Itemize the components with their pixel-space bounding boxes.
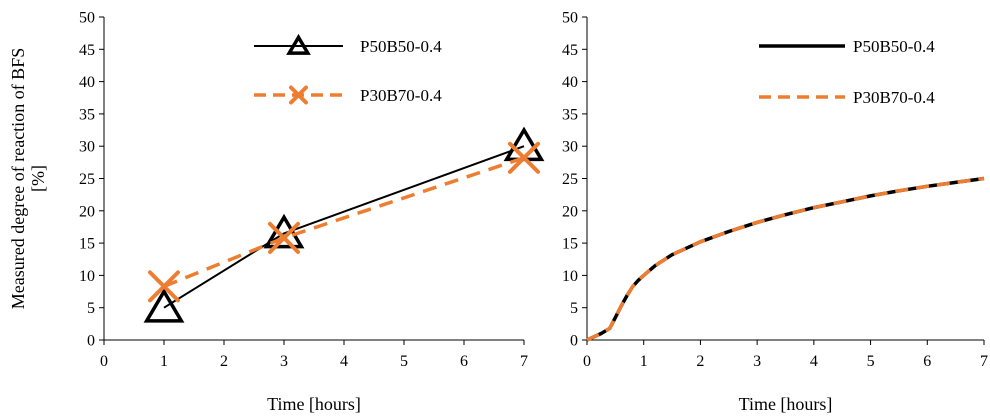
y-tick-label: 25 — [79, 171, 95, 188]
y-tick-label: 45 — [79, 42, 95, 59]
legend-entry: P50B50-0.4 — [254, 33, 442, 56]
x-tick-label: 1 — [160, 353, 168, 370]
legend: P50B50-0.4 P30B70-0.4 — [759, 37, 935, 107]
x-marker — [268, 221, 300, 254]
y-tick-label: 20 — [79, 203, 95, 220]
x-tick-label: 3 — [280, 353, 288, 370]
y-tick-label: 0 — [87, 333, 95, 350]
x-tick-label: 3 — [753, 353, 761, 370]
y-tick-label: 15 — [79, 236, 95, 253]
x-tick-label: 2 — [220, 353, 228, 370]
y-tick-label: 50 — [562, 10, 578, 27]
y-tick-label: 5 — [570, 300, 578, 317]
legend-label: P50B50-0.4 — [853, 37, 935, 56]
y-tick-label: 45 — [562, 42, 578, 59]
series-2 — [586, 176, 985, 342]
y-tick-label: 30 — [562, 139, 578, 156]
x-tick-label: 4 — [810, 353, 818, 370]
x-tick-label: 5 — [400, 353, 408, 370]
y-axis-title: Measured degree of reaction of BFS[%] — [8, 48, 48, 309]
y-tick-label: 40 — [562, 74, 578, 91]
x-marker — [508, 141, 540, 174]
legend-label: P50B50-0.4 — [360, 37, 442, 56]
y-tick-label: 30 — [79, 139, 95, 156]
y-tick-label: 35 — [79, 106, 95, 123]
x-axis-title: Time [hours] — [739, 394, 833, 414]
x-tick-label: 7 — [520, 353, 528, 370]
x-tick-label: 4 — [340, 353, 348, 370]
x-tick-label: 7 — [980, 353, 988, 370]
y-tick-label: 0 — [570, 333, 578, 350]
y-tick-label: 20 — [562, 203, 578, 220]
legend-entry: P50B50-0.4 — [759, 37, 935, 56]
y-tick-label: 40 — [79, 74, 95, 91]
x-tick-label: 5 — [867, 353, 875, 370]
series-line — [163, 156, 525, 289]
y-axis-title-line: [%] — [28, 165, 48, 192]
x-marker — [148, 270, 180, 303]
y-tick-label: 15 — [562, 236, 578, 253]
series-2 — [148, 141, 540, 303]
legend-entry: P30B70-0.4 — [254, 85, 442, 105]
y-tick-label: 10 — [562, 268, 578, 285]
x-tick-label: 2 — [696, 353, 704, 370]
y-tick-label: 35 — [562, 106, 578, 123]
legend-label: P30B70-0.4 — [360, 86, 442, 105]
x-axis-title: Time [hours] — [267, 394, 361, 414]
y-tick-label: 10 — [79, 268, 95, 285]
legend-label: P30B70-0.4 — [853, 88, 935, 107]
series-line — [586, 176, 985, 342]
series-1 — [143, 126, 545, 323]
x-tick-label: 1 — [640, 353, 648, 370]
x-tick-label: 6 — [923, 353, 931, 370]
series-line — [163, 145, 525, 309]
x-tick-label: 0 — [583, 353, 591, 370]
y-axis-title-line: Measured degree of reaction of BFS — [8, 48, 28, 309]
y-tick-label: 25 — [562, 171, 578, 188]
triangle-marker — [143, 288, 185, 323]
y-tick-label: 5 — [87, 300, 95, 317]
legend-entry: P30B70-0.4 — [759, 88, 935, 107]
x-marker — [289, 85, 308, 105]
legend: P50B50-0.4 P30B70-0.4 — [254, 33, 442, 105]
series-1 — [586, 176, 985, 342]
series-line — [586, 176, 985, 342]
triangle-marker — [286, 33, 311, 55]
x-tick-label: 0 — [100, 353, 108, 370]
x-tick-label: 6 — [460, 353, 468, 370]
y-tick-label: 50 — [79, 10, 95, 27]
